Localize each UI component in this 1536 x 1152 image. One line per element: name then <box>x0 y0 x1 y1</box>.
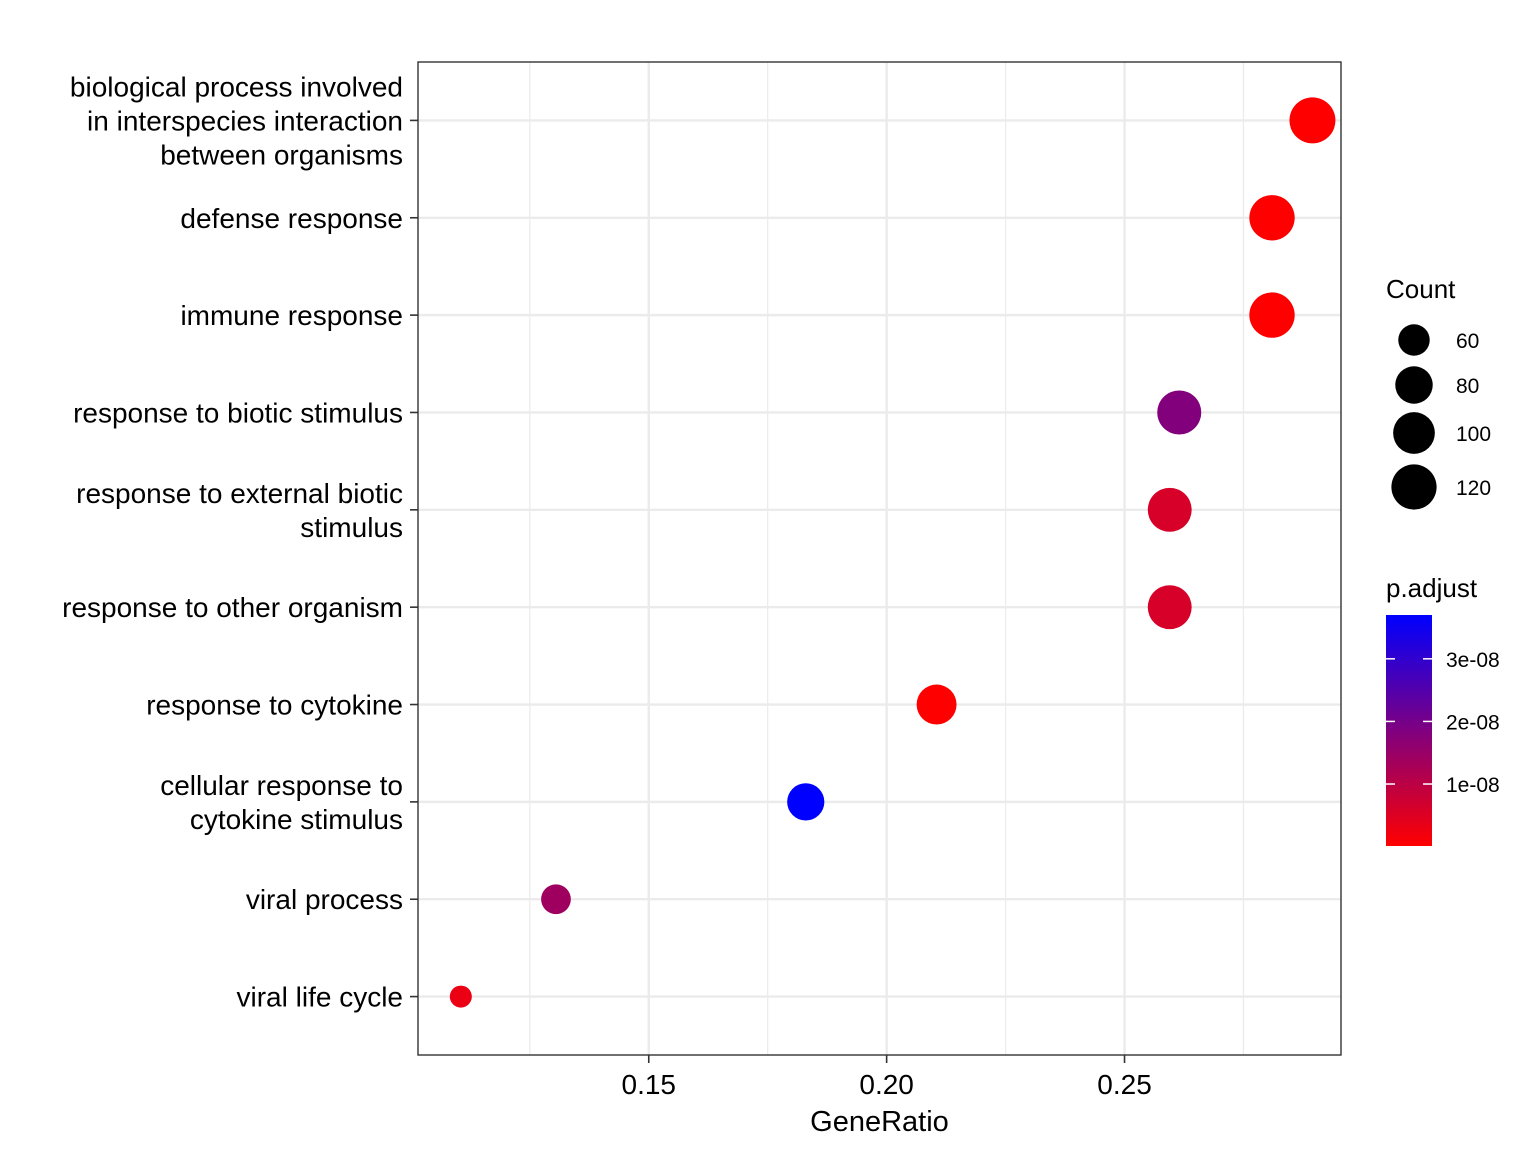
y-tick-label-line: defense response <box>180 203 403 234</box>
data-point <box>449 985 472 1008</box>
size-legend-key <box>1391 464 1437 510</box>
data-point <box>916 684 957 725</box>
size-legend-key <box>1395 366 1433 404</box>
size-legend-label: 120 <box>1456 477 1491 500</box>
y-tick-label-line: cellular response to <box>160 770 403 801</box>
y-tick-label: response to other organism <box>62 592 403 623</box>
y-tick-label: cellular response to cytokine stimulus <box>160 770 403 835</box>
y-tick-label-line: cytokine stimulus <box>190 804 403 835</box>
size-legend-title: Count <box>1386 274 1456 304</box>
size-legend-label: 80 <box>1456 375 1479 398</box>
y-tick-label-line: response to biotic stimulus <box>73 397 403 428</box>
y-tick-label-line: between organisms <box>160 139 403 170</box>
y-tick-label: viral process <box>246 884 403 915</box>
color-bar-label: 2e-08 <box>1446 711 1500 734</box>
size-legend-label: 100 <box>1456 423 1491 446</box>
data-point <box>1249 195 1295 241</box>
x-tick-label: 0.20 <box>859 1069 914 1100</box>
x-tick-label: 0.25 <box>1097 1069 1152 1100</box>
y-tick-label-line: stimulus <box>300 512 403 543</box>
y-tick-label-line: response to other organism <box>62 592 403 623</box>
y-tick-label-line: viral life cycle <box>237 982 403 1013</box>
data-point <box>1157 390 1202 435</box>
legends: Count p.adjust 60 80 100 120 1e-08 2e-08 3e-08 <box>1386 274 1500 846</box>
y-tick-label: response to biotic stimulus <box>73 397 403 428</box>
color-legend-title: p.adjust <box>1386 573 1478 603</box>
size-legend-label: 60 <box>1456 330 1479 353</box>
color-bar <box>1386 615 1432 846</box>
color-bar-label: 1e-08 <box>1446 774 1500 797</box>
data-point <box>1147 487 1192 532</box>
y-tick-label: biological process involved in interspeci… <box>70 71 403 170</box>
data-point <box>541 884 571 915</box>
size-legend-key <box>1393 412 1435 454</box>
size-legend-key <box>1398 324 1430 356</box>
y-tick-label: response to external biotic stimulus <box>76 478 403 543</box>
y-tick-label-line: response to external biotic <box>76 478 403 509</box>
y-tick-label: defense response <box>180 203 403 234</box>
y-tick-label: immune response <box>180 300 403 331</box>
y-tick-label: viral life cycle <box>237 982 403 1013</box>
data-point <box>787 783 825 821</box>
x-tick-label: 0.15 <box>622 1069 677 1100</box>
data-points <box>449 97 1336 1008</box>
panel-border <box>417 61 1342 1056</box>
y-tick-label-line: immune response <box>180 300 403 331</box>
y-tick-label-line: viral process <box>246 884 403 915</box>
y-tick-label-line: biological process involved <box>70 71 403 102</box>
y-tick-label-line: response to cytokine <box>146 690 403 721</box>
color-bar-label: 3e-08 <box>1446 649 1500 672</box>
data-point <box>1249 292 1295 338</box>
data-point <box>1289 97 1336 144</box>
y-tick-label-line: in interspecies interaction <box>87 105 403 136</box>
y-tick-label: response to cytokine <box>146 690 403 721</box>
x-axis-title: GeneRatio <box>810 1106 949 1138</box>
data-point <box>1147 585 1192 630</box>
